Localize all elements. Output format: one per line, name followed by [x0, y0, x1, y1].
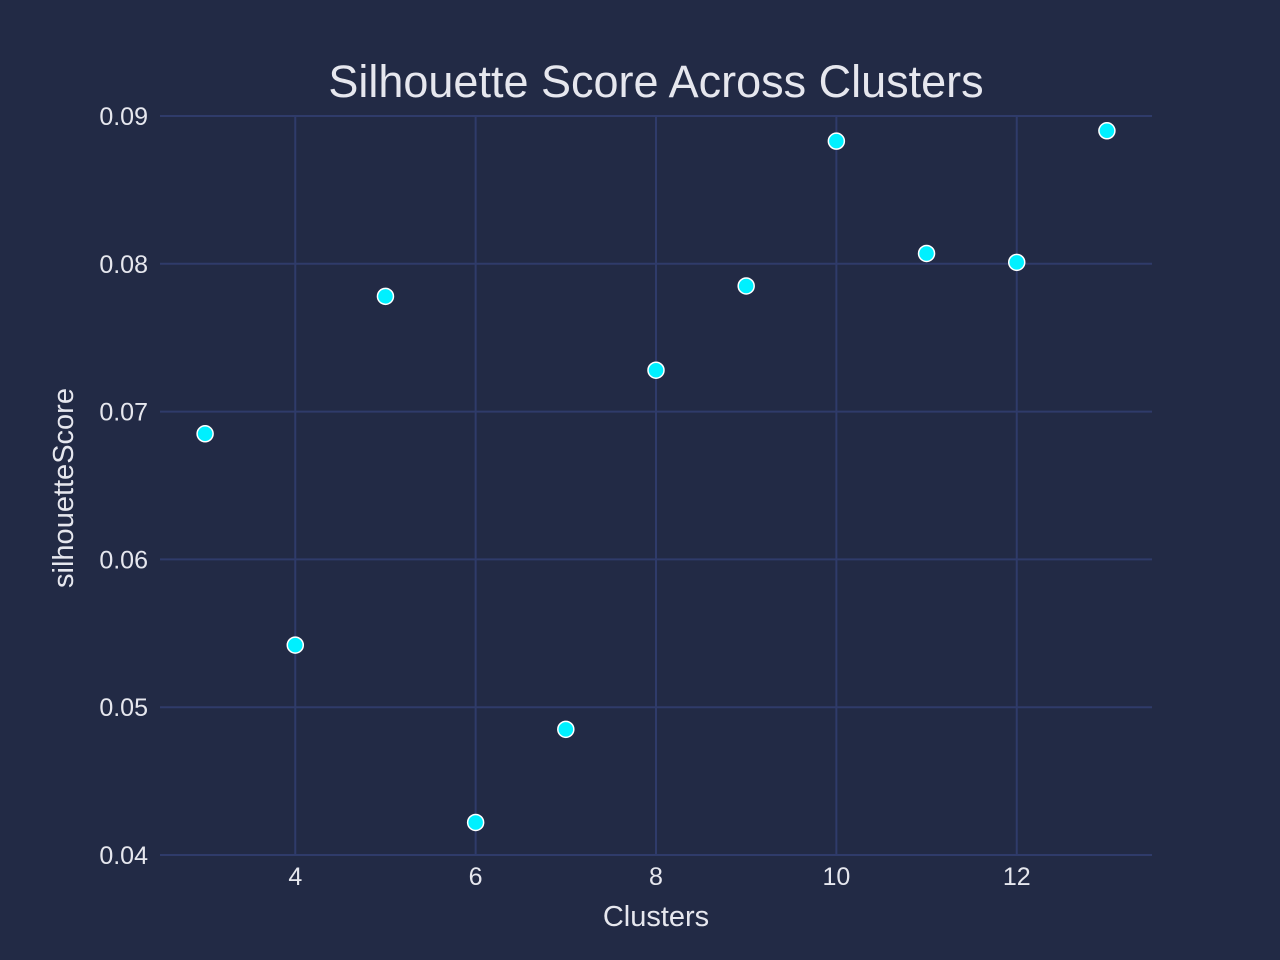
x-tick-label: 8 [649, 863, 663, 891]
y-tick-label: 0.09 [99, 103, 148, 131]
scatter-point [647, 361, 665, 379]
scatter-point [827, 132, 846, 150]
scatter-point [286, 636, 305, 654]
scatter-point [1098, 122, 1116, 140]
scatter-point [917, 244, 936, 263]
scatter-point [196, 425, 214, 443]
y-tick-label: 0.07 [99, 399, 148, 427]
x-tick-label: 12 [1003, 863, 1031, 891]
scatter-point [557, 720, 575, 739]
scatter-point [1007, 253, 1026, 272]
x-tick-label: 10 [822, 863, 850, 891]
x-tick-label: 4 [288, 863, 302, 891]
data-points [196, 122, 1116, 832]
y-axis-label: silhouetteScore [48, 388, 80, 588]
tick-labels: 0.04 0.05 0.06 0.07 0.08 0.09 4 6 8 10 12 [99, 103, 1030, 891]
x-tick-label: 6 [469, 863, 483, 891]
y-tick-label: 0.05 [99, 694, 148, 722]
scatter-point [376, 287, 395, 306]
scatter-point [466, 813, 485, 832]
chart-title: Silhouette Score Across Clusters [328, 56, 983, 107]
y-tick-label: 0.06 [99, 546, 148, 574]
y-tick-label: 0.04 [99, 842, 148, 870]
y-tick-label: 0.08 [99, 251, 148, 279]
grid-lines [160, 115, 1152, 856]
x-axis-label: Clusters [603, 901, 709, 933]
scatter-point [737, 277, 755, 295]
